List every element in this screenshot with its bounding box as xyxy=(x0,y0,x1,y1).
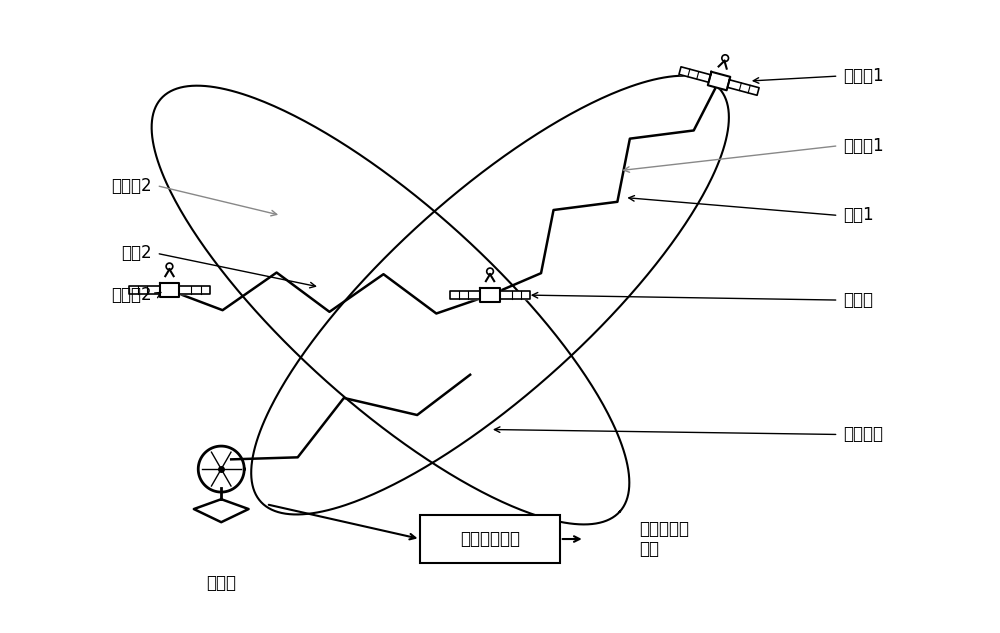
Text: 目标星1: 目标星1 xyxy=(843,67,884,85)
Polygon shape xyxy=(727,80,759,96)
Polygon shape xyxy=(129,286,160,294)
Polygon shape xyxy=(480,288,500,302)
Text: 链路2: 链路2 xyxy=(121,244,152,262)
Text: 轨道面1: 轨道面1 xyxy=(843,137,884,154)
Polygon shape xyxy=(179,286,210,294)
Polygon shape xyxy=(679,67,711,82)
Text: 星地链路: 星地链路 xyxy=(843,425,883,444)
Text: 轨道面2: 轨道面2 xyxy=(111,177,152,194)
Polygon shape xyxy=(160,283,179,297)
Circle shape xyxy=(166,263,173,270)
Text: 链路1: 链路1 xyxy=(843,206,874,225)
Polygon shape xyxy=(708,72,730,91)
Polygon shape xyxy=(500,291,530,299)
Polygon shape xyxy=(450,291,480,299)
Circle shape xyxy=(487,268,493,275)
Polygon shape xyxy=(194,499,249,522)
Text: 确定卫星的
轨道: 确定卫星的 轨道 xyxy=(639,520,689,558)
Text: 节点星: 节点星 xyxy=(843,291,873,309)
Text: 目标星2: 目标星2 xyxy=(111,286,152,304)
Text: 测量数据处理: 测量数据处理 xyxy=(460,530,520,548)
Bar xyxy=(420,515,560,563)
Circle shape xyxy=(722,55,729,61)
Text: 地面站: 地面站 xyxy=(206,574,236,592)
